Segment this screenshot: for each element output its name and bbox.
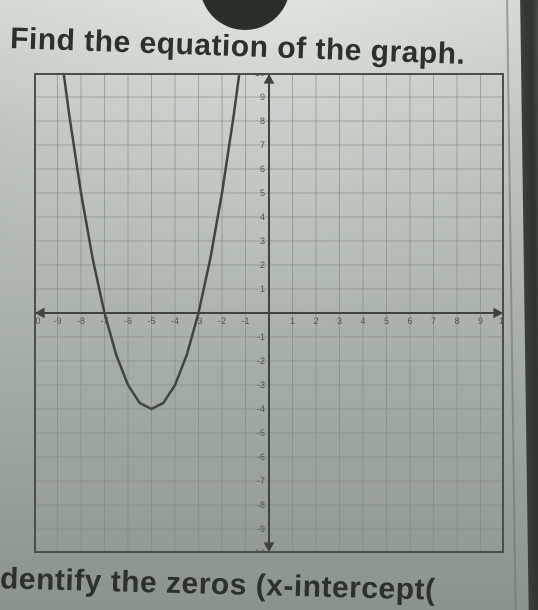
coordinate-plane-chart: 12345678910-10-9-8-7-6-5-4-3-2-112345678… [34, 73, 504, 553]
chart-border [34, 73, 504, 553]
